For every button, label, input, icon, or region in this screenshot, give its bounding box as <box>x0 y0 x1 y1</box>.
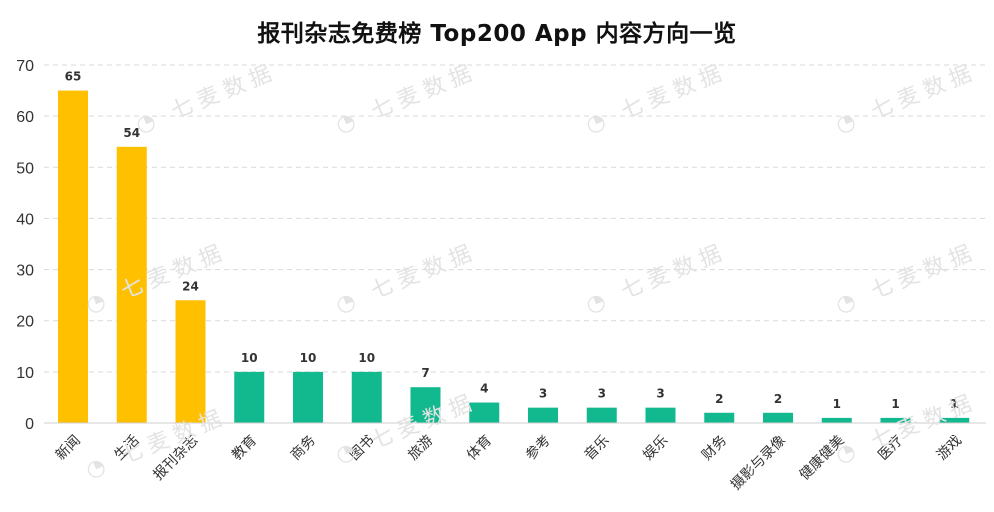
bar <box>704 412 735 423</box>
bar <box>469 402 500 423</box>
y-tick-label: 0 <box>25 416 34 433</box>
bar <box>234 371 265 423</box>
bar <box>175 300 206 423</box>
x-category-label: 新闻 <box>53 433 84 464</box>
x-category-label: 参考 <box>522 432 554 464</box>
y-tick-label: 30 <box>16 263 34 280</box>
data-label: 4 <box>480 382 488 396</box>
bar <box>821 417 852 423</box>
data-label: 7 <box>421 366 429 380</box>
y-tick-label: 40 <box>16 211 34 228</box>
y-tick-label: 20 <box>16 314 34 331</box>
y-tick-label: 10 <box>16 365 34 382</box>
bar <box>645 407 676 423</box>
x-category-label: 报刊杂志 <box>150 433 201 484</box>
chart-title: 报刊杂志免费榜 Top200 App 内容方向一览 <box>257 21 737 47</box>
bars <box>58 90 970 424</box>
data-label: 2 <box>715 392 723 406</box>
bar <box>410 387 441 423</box>
x-category-label: 旅游 <box>405 433 436 464</box>
data-label: 1 <box>891 397 899 411</box>
x-category-label: 财务 <box>699 433 730 464</box>
bar <box>880 417 911 423</box>
data-label: 65 <box>65 70 82 84</box>
x-category-label: 生活 <box>111 433 142 464</box>
x-category-label: 娱乐 <box>640 433 671 464</box>
bar <box>528 407 558 423</box>
bar <box>58 90 88 424</box>
data-label: 1 <box>833 397 841 411</box>
x-category-label: 图书 <box>346 433 377 464</box>
bar <box>293 371 323 423</box>
data-label: 54 <box>123 126 140 140</box>
bar <box>586 407 617 423</box>
x-category-label: 教育 <box>229 433 260 464</box>
bar <box>763 412 793 423</box>
bar <box>116 146 147 424</box>
data-label: 24 <box>182 279 199 293</box>
data-label: 10 <box>300 351 317 365</box>
data-label: 10 <box>358 351 375 365</box>
bar <box>939 417 970 423</box>
data-label: 3 <box>656 387 664 401</box>
x-category-label: 商务 <box>288 433 319 464</box>
y-tick-label: 50 <box>16 160 34 177</box>
y-axis-ticks: 0 10 20 30 40 50 60 70 <box>16 58 34 433</box>
data-label: 10 <box>241 351 258 365</box>
x-category-label: 医疗 <box>875 433 906 464</box>
y-tick-label: 60 <box>16 109 34 126</box>
data-label: 2 <box>774 392 782 406</box>
data-label: 1 <box>950 397 958 411</box>
data-label: 3 <box>598 387 606 401</box>
bar <box>351 371 382 423</box>
x-category-label: 游戏 <box>934 433 965 464</box>
x-category-label: 音乐 <box>581 432 613 464</box>
data-label: 3 <box>539 387 547 401</box>
x-category-label: 摄影与录像 <box>728 433 789 494</box>
x-category-label: 体育 <box>464 433 495 464</box>
data-labels: 65 54 24 10 10 10 7 4 3 3 3 2 2 1 1 1 <box>65 70 959 411</box>
x-category-label: 健康健美 <box>796 432 848 484</box>
y-tick-label: 70 <box>16 58 34 75</box>
